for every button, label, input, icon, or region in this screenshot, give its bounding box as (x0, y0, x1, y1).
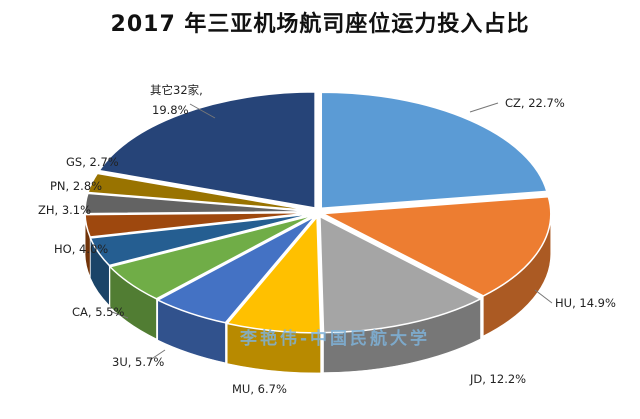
data-label: 19.8% (152, 103, 189, 117)
pie-slice-9 (87, 172, 314, 212)
data-label: CA, 5.5% (72, 305, 124, 319)
pie-slice-0 (320, 91, 548, 210)
chart-title: 2017 年三亚机场航司座位运力投入占比 (110, 12, 530, 37)
pie-slice-7 (84, 211, 314, 238)
data-label: MU, 6.7% (232, 382, 287, 396)
pie-slice-6 (89, 212, 314, 267)
data-label: 3U, 5.7% (112, 355, 164, 369)
data-label: JD, 12.2% (469, 372, 526, 386)
pie-slice-3 (225, 214, 322, 334)
data-label: GS, 2.7% (66, 155, 119, 169)
pie-slice-10 (97, 91, 316, 209)
leader-line (189, 103, 216, 119)
pie-slice-8 (84, 192, 314, 215)
data-label: ZH, 3.1% (38, 203, 91, 217)
pie-slice-4 (156, 215, 316, 324)
watermark: 李艳伟-中国民航大学 (240, 328, 430, 349)
leader-line (149, 349, 166, 361)
pie-slice-5 (108, 214, 315, 300)
pie-slice-1 (320, 195, 552, 297)
data-label: HO, 4.0% (54, 242, 108, 256)
data-label: HU, 14.9% (555, 296, 616, 310)
data-label: PN, 2.8% (50, 179, 102, 193)
leader-line (111, 311, 129, 319)
leader-line (469, 102, 499, 113)
leader-line (534, 289, 553, 304)
data-label: 其它32家, (150, 83, 203, 97)
pie-slice-2 (319, 215, 483, 334)
data-label: CZ, 22.7% (505, 96, 565, 110)
